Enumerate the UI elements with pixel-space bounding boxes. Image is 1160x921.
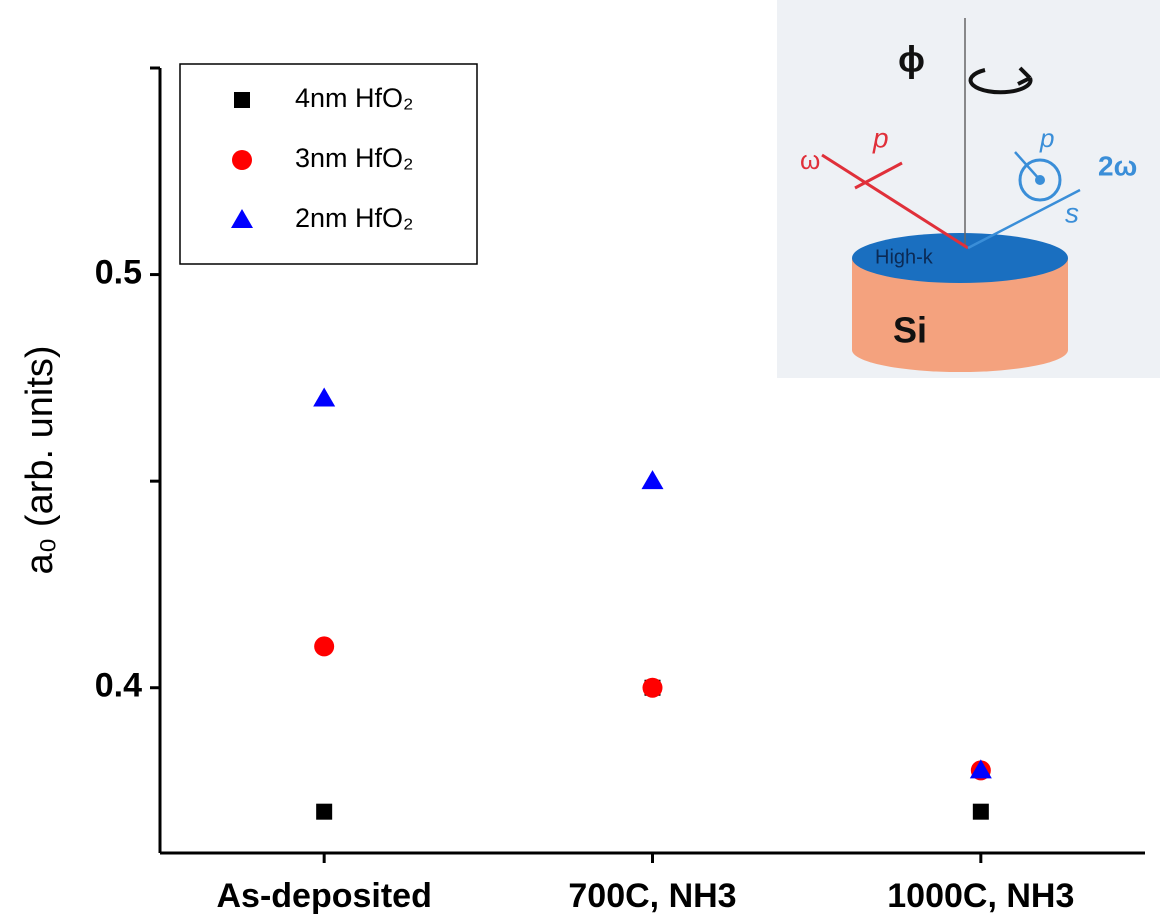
marker-circle: [232, 150, 252, 170]
p-in-arrow: [854, 161, 903, 190]
marker-triangle: [641, 470, 664, 490]
marker-triangle: [969, 759, 992, 779]
layer-label: High-k: [875, 246, 934, 268]
reflected-beam: [967, 188, 1081, 250]
marker-triangle: [231, 209, 253, 228]
rotation-arrowhead: [1017, 66, 1032, 86]
substrate-bottom: [852, 328, 1068, 372]
marker-square: [234, 92, 250, 108]
marker-circle: [642, 677, 663, 698]
marker-square: [316, 803, 333, 820]
x-tick-label: As-deposited: [216, 877, 431, 915]
inset-diagram: ϕ ω p p 2ω s High-k Si: [777, 0, 1160, 378]
incident-beam: [821, 153, 969, 250]
high-k-layer: [852, 233, 1068, 283]
legend-label: 4nm HfO₂: [295, 83, 414, 113]
x-tick-label: 1000C, NH3: [887, 877, 1074, 915]
s-label: s: [1065, 197, 1079, 228]
marker-triangle: [313, 387, 336, 407]
two-omega-label: 2ω: [1098, 150, 1137, 181]
omega-label: ω: [800, 145, 820, 175]
legend-label: 3nm HfO₂: [295, 143, 414, 173]
y-axis-label: a₀ (arb. units): [19, 345, 61, 574]
p-out-label: p: [1039, 123, 1054, 153]
x-tick-label: 700C, NH3: [568, 877, 736, 915]
substrate-label: Si: [893, 310, 927, 351]
y-tick-label: 0.5: [95, 254, 142, 292]
y-tick-label: 0.4: [95, 667, 142, 705]
marker-circle: [314, 636, 335, 657]
phi-label: ϕ: [898, 39, 925, 80]
marker-square: [972, 803, 989, 820]
p-in-label: p: [872, 122, 889, 153]
legend-label: 2nm HfO₂: [295, 203, 414, 233]
s-circle: [1018, 158, 1062, 202]
rotation-arrow: [968, 68, 1033, 95]
legend: [179, 63, 478, 265]
s-dot: [1035, 175, 1045, 185]
